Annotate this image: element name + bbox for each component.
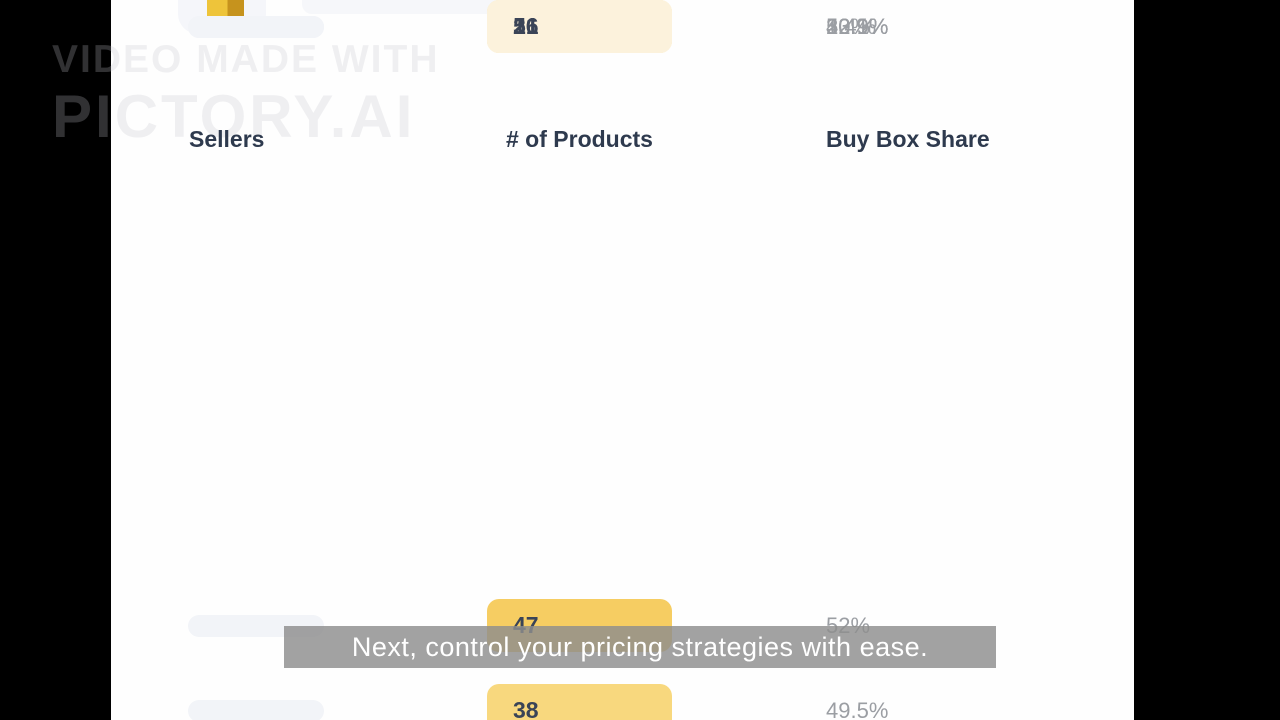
buy-box-share-cell: 42.9% <box>826 14 889 39</box>
table-row: 38 49.5% <box>111 684 1134 720</box>
buy-box-share-cell: 10.9% <box>826 14 889 39</box>
seller-name-placeholder <box>188 700 324 720</box>
products-count-cell: 38 <box>487 684 672 720</box>
buy-box-share-cell: 49.5% <box>826 698 889 720</box>
column-header-sellers: Sellers <box>189 126 265 152</box>
seller-name-placeholder <box>188 16 324 38</box>
buy-box-share-cell: 30% <box>826 14 871 39</box>
buy-box-share-cell: 5.4% <box>826 14 877 39</box>
products-count-cell: 16 <box>513 13 539 39</box>
buy-box-share-cell: 23.1% <box>826 14 889 39</box>
subtitle-caption-text: Next, control your pricing strategies wi… <box>351 631 929 662</box>
products-count-cell: 5 <box>513 13 526 39</box>
table-row: 5 5.4% <box>111 0 1134 53</box>
products-count-cell: 21 <box>487 0 672 53</box>
column-header-products: # of Products <box>506 126 653 152</box>
product-box-icon <box>207 0 244 16</box>
subtitle-caption-bar: Next, control your pricing strategies wi… <box>284 626 996 668</box>
column-header-buy-box-share: Buy Box Share <box>826 126 990 152</box>
app-content-area: Sellers # of Products Buy Box Share 47 5… <box>111 0 1134 720</box>
